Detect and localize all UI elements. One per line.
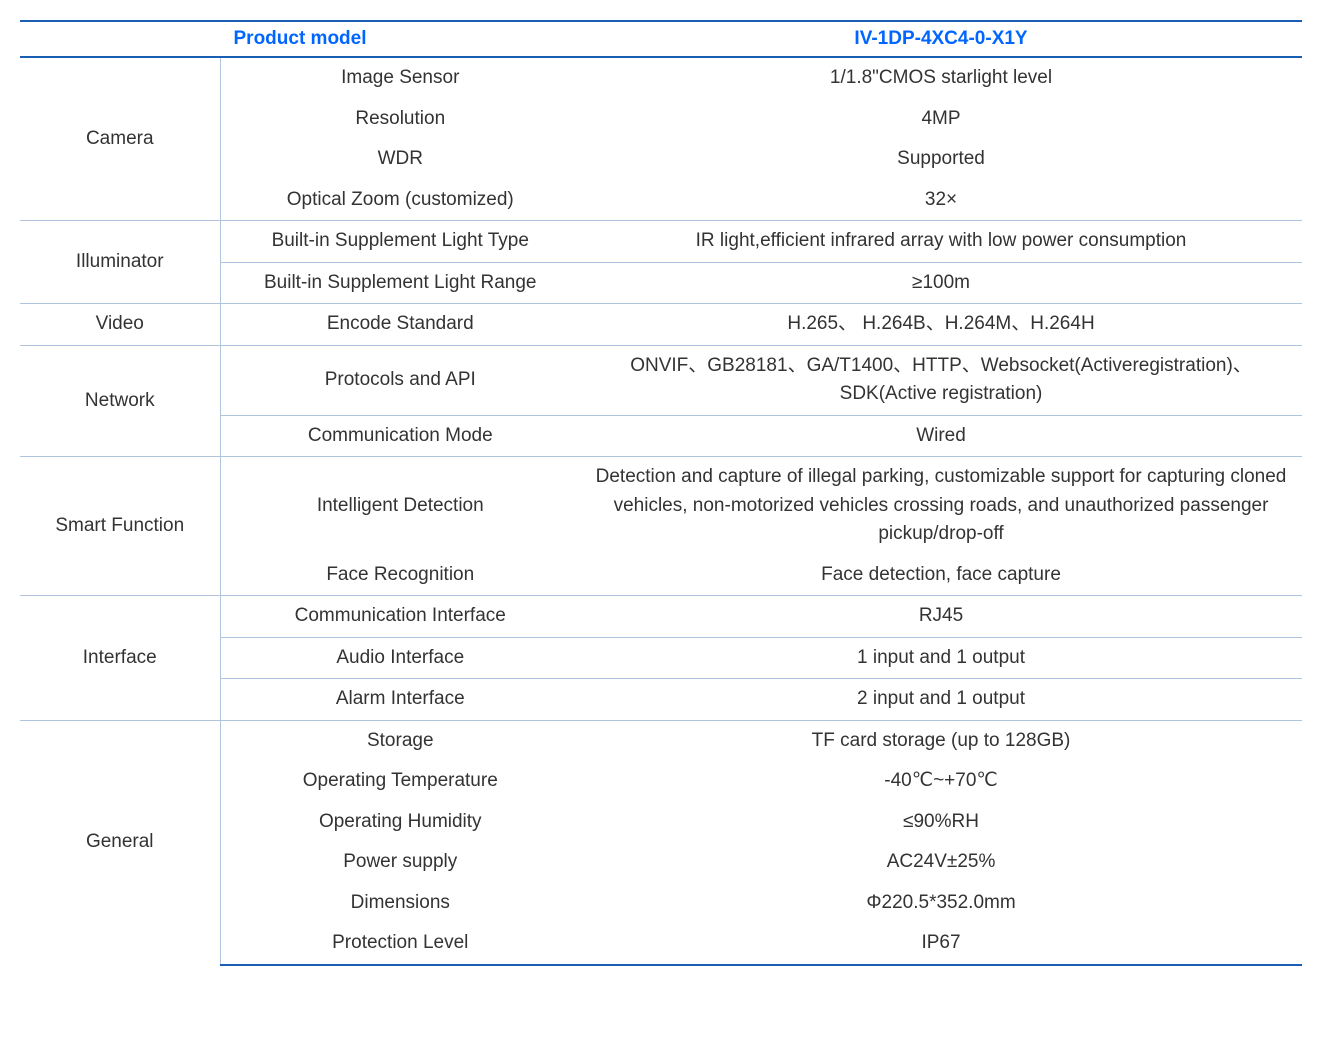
param-cell: Protection Level bbox=[220, 923, 580, 965]
value-cell: Detection and capture of illegal parking… bbox=[580, 457, 1302, 555]
param-cell: Built-in Supplement Light Type bbox=[220, 221, 580, 263]
param-cell: WDR bbox=[220, 139, 580, 180]
value-cell: Φ220.5*352.0mm bbox=[580, 883, 1302, 924]
category-cell: Camera bbox=[20, 57, 220, 221]
value-cell: 32× bbox=[580, 180, 1302, 221]
header-right: IV-1DP-4XC4-0-X1Y bbox=[580, 21, 1302, 57]
value-cell: ≥100m bbox=[580, 262, 1302, 304]
param-cell: Intelligent Detection bbox=[220, 457, 580, 555]
value-cell: TF card storage (up to 128GB) bbox=[580, 720, 1302, 761]
category-cell: Network bbox=[20, 345, 220, 457]
param-cell: Power supply bbox=[220, 842, 580, 883]
param-cell: Audio Interface bbox=[220, 637, 580, 679]
param-cell: Storage bbox=[220, 720, 580, 761]
param-cell: Operating Humidity bbox=[220, 802, 580, 843]
param-cell: Alarm Interface bbox=[220, 679, 580, 721]
value-cell: 1 input and 1 output bbox=[580, 637, 1302, 679]
table-row: CameraImage Sensor1/1.8"CMOS starlight l… bbox=[20, 57, 1302, 99]
table-row: IlluminatorBuilt-in Supplement Light Typ… bbox=[20, 221, 1302, 263]
category-cell: Smart Function bbox=[20, 457, 220, 596]
value-cell: -40℃~+70℃ bbox=[580, 761, 1302, 802]
param-cell: Image Sensor bbox=[220, 57, 580, 99]
value-cell: 4MP bbox=[580, 99, 1302, 140]
table-row: VideoEncode StandardH.265、 H.264B、H.264M… bbox=[20, 304, 1302, 346]
param-cell: Resolution bbox=[220, 99, 580, 140]
value-cell: IR light,efficient infrared array with l… bbox=[580, 221, 1302, 263]
value-cell: Face detection, face capture bbox=[580, 555, 1302, 596]
table-row: GeneralStorageTF card storage (up to 128… bbox=[20, 720, 1302, 761]
param-cell: Communication Interface bbox=[220, 596, 580, 638]
value-cell: ≤90%RH bbox=[580, 802, 1302, 843]
param-cell: Face Recognition bbox=[220, 555, 580, 596]
param-cell: Protocols and API bbox=[220, 345, 580, 415]
value-cell: H.265、 H.264B、H.264M、H.264H bbox=[580, 304, 1302, 346]
table-row: NetworkProtocols and APIONVIF、GB28181、GA… bbox=[20, 345, 1302, 415]
spec-table: Product model IV-1DP-4XC4-0-X1Y CameraIm… bbox=[20, 20, 1302, 966]
value-cell: Supported bbox=[580, 139, 1302, 180]
value-cell: RJ45 bbox=[580, 596, 1302, 638]
value-cell: Wired bbox=[580, 415, 1302, 457]
category-cell: Video bbox=[20, 304, 220, 346]
spec-tbody: CameraImage Sensor1/1.8"CMOS starlight l… bbox=[20, 57, 1302, 965]
category-cell: Illuminator bbox=[20, 221, 220, 304]
param-cell: Built-in Supplement Light Range bbox=[220, 262, 580, 304]
table-row: Smart FunctionIntelligent DetectionDetec… bbox=[20, 457, 1302, 555]
table-row: InterfaceCommunication InterfaceRJ45 bbox=[20, 596, 1302, 638]
param-cell: Optical Zoom (customized) bbox=[220, 180, 580, 221]
param-cell: Dimensions bbox=[220, 883, 580, 924]
value-cell: IP67 bbox=[580, 923, 1302, 965]
value-cell: AC24V±25% bbox=[580, 842, 1302, 883]
value-cell: ONVIF、GB28181、GA/T1400、HTTP、Websocket(Ac… bbox=[580, 345, 1302, 415]
category-cell: General bbox=[20, 720, 220, 965]
param-cell: Operating Temperature bbox=[220, 761, 580, 802]
param-cell: Encode Standard bbox=[220, 304, 580, 346]
param-cell: Communication Mode bbox=[220, 415, 580, 457]
category-cell: Interface bbox=[20, 596, 220, 721]
value-cell: 1/1.8"CMOS starlight level bbox=[580, 57, 1302, 99]
header-row: Product model IV-1DP-4XC4-0-X1Y bbox=[20, 21, 1302, 57]
header-left: Product model bbox=[20, 21, 580, 57]
value-cell: 2 input and 1 output bbox=[580, 679, 1302, 721]
